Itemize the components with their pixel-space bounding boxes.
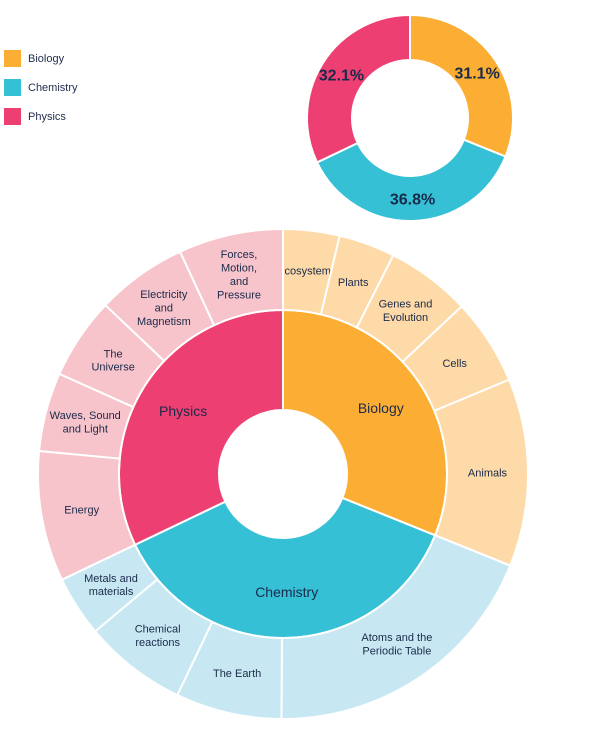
legend-label-biology: Biology	[28, 52, 65, 65]
legend-label-chemistry: Chemistry	[28, 81, 78, 94]
sunburst-outer-label-plants: Plants	[338, 277, 369, 289]
sunburst-outer-forces-motion-and-pressure	[178, 227, 284, 327]
sunburst-outer-label-animals: Animals	[468, 468, 508, 480]
legend: Biology Chemistry Physics	[4, 44, 78, 131]
legend-swatch-biology	[4, 50, 21, 67]
sunburst-outer-label-the-earth: The Earth	[213, 668, 261, 680]
sunburst-outer-label-metals-and-materials: Metals and materials	[84, 573, 138, 598]
sunburst-outer-label-ecosystems: Ecosystems	[277, 266, 337, 278]
donut-slice-physics	[306, 13, 411, 164]
legend-swatch-chemistry	[4, 79, 21, 96]
sunburst-inner-label-chemistry: Chemistry	[255, 584, 318, 600]
sunburst-outer-label-genes-and-evolution: Genes and Evolution	[379, 298, 433, 323]
donut-value-label-chemistry: 36.8%	[390, 192, 435, 209]
legend-item-physics: Physics	[4, 102, 78, 131]
sunburst-inner-label-biology: Biology	[358, 400, 404, 416]
sunburst-outer-label-waves-sound-and-light: Waves, Sound and Light	[50, 410, 121, 435]
legend-label-physics: Physics	[28, 110, 66, 123]
sunburst-outer-label-the-universe: The Universe	[91, 348, 134, 373]
sunburst-inner-label-physics: Physics	[159, 403, 207, 419]
sunburst-outer-label-electricity-and-magnetism: Electricity and Magnetism	[137, 289, 191, 328]
legend-swatch-physics	[4, 108, 21, 125]
donut-value-label-biology: 31.1%	[454, 65, 499, 82]
donut-slice-biology	[409, 13, 514, 158]
donut-value-label-physics: 32.1%	[319, 67, 364, 84]
legend-item-biology: Biology	[4, 44, 78, 73]
sunburst-outer-label-cells: Cells	[442, 358, 467, 370]
sunburst-outer-label-atoms-and-the-periodic-table: Atoms and the Periodic Table	[361, 632, 432, 657]
sunburst-outer-label-energy: Energy	[64, 505, 99, 517]
sunburst-outer-label-chemical-reactions: Chemical reactions	[135, 624, 181, 649]
legend-item-chemistry: Chemistry	[4, 73, 78, 102]
sunburst-outer-label-forces-motion-and-pressure: Forces, Motion, and Pressure	[217, 249, 261, 301]
donut-slice-chemistry	[315, 138, 507, 222]
